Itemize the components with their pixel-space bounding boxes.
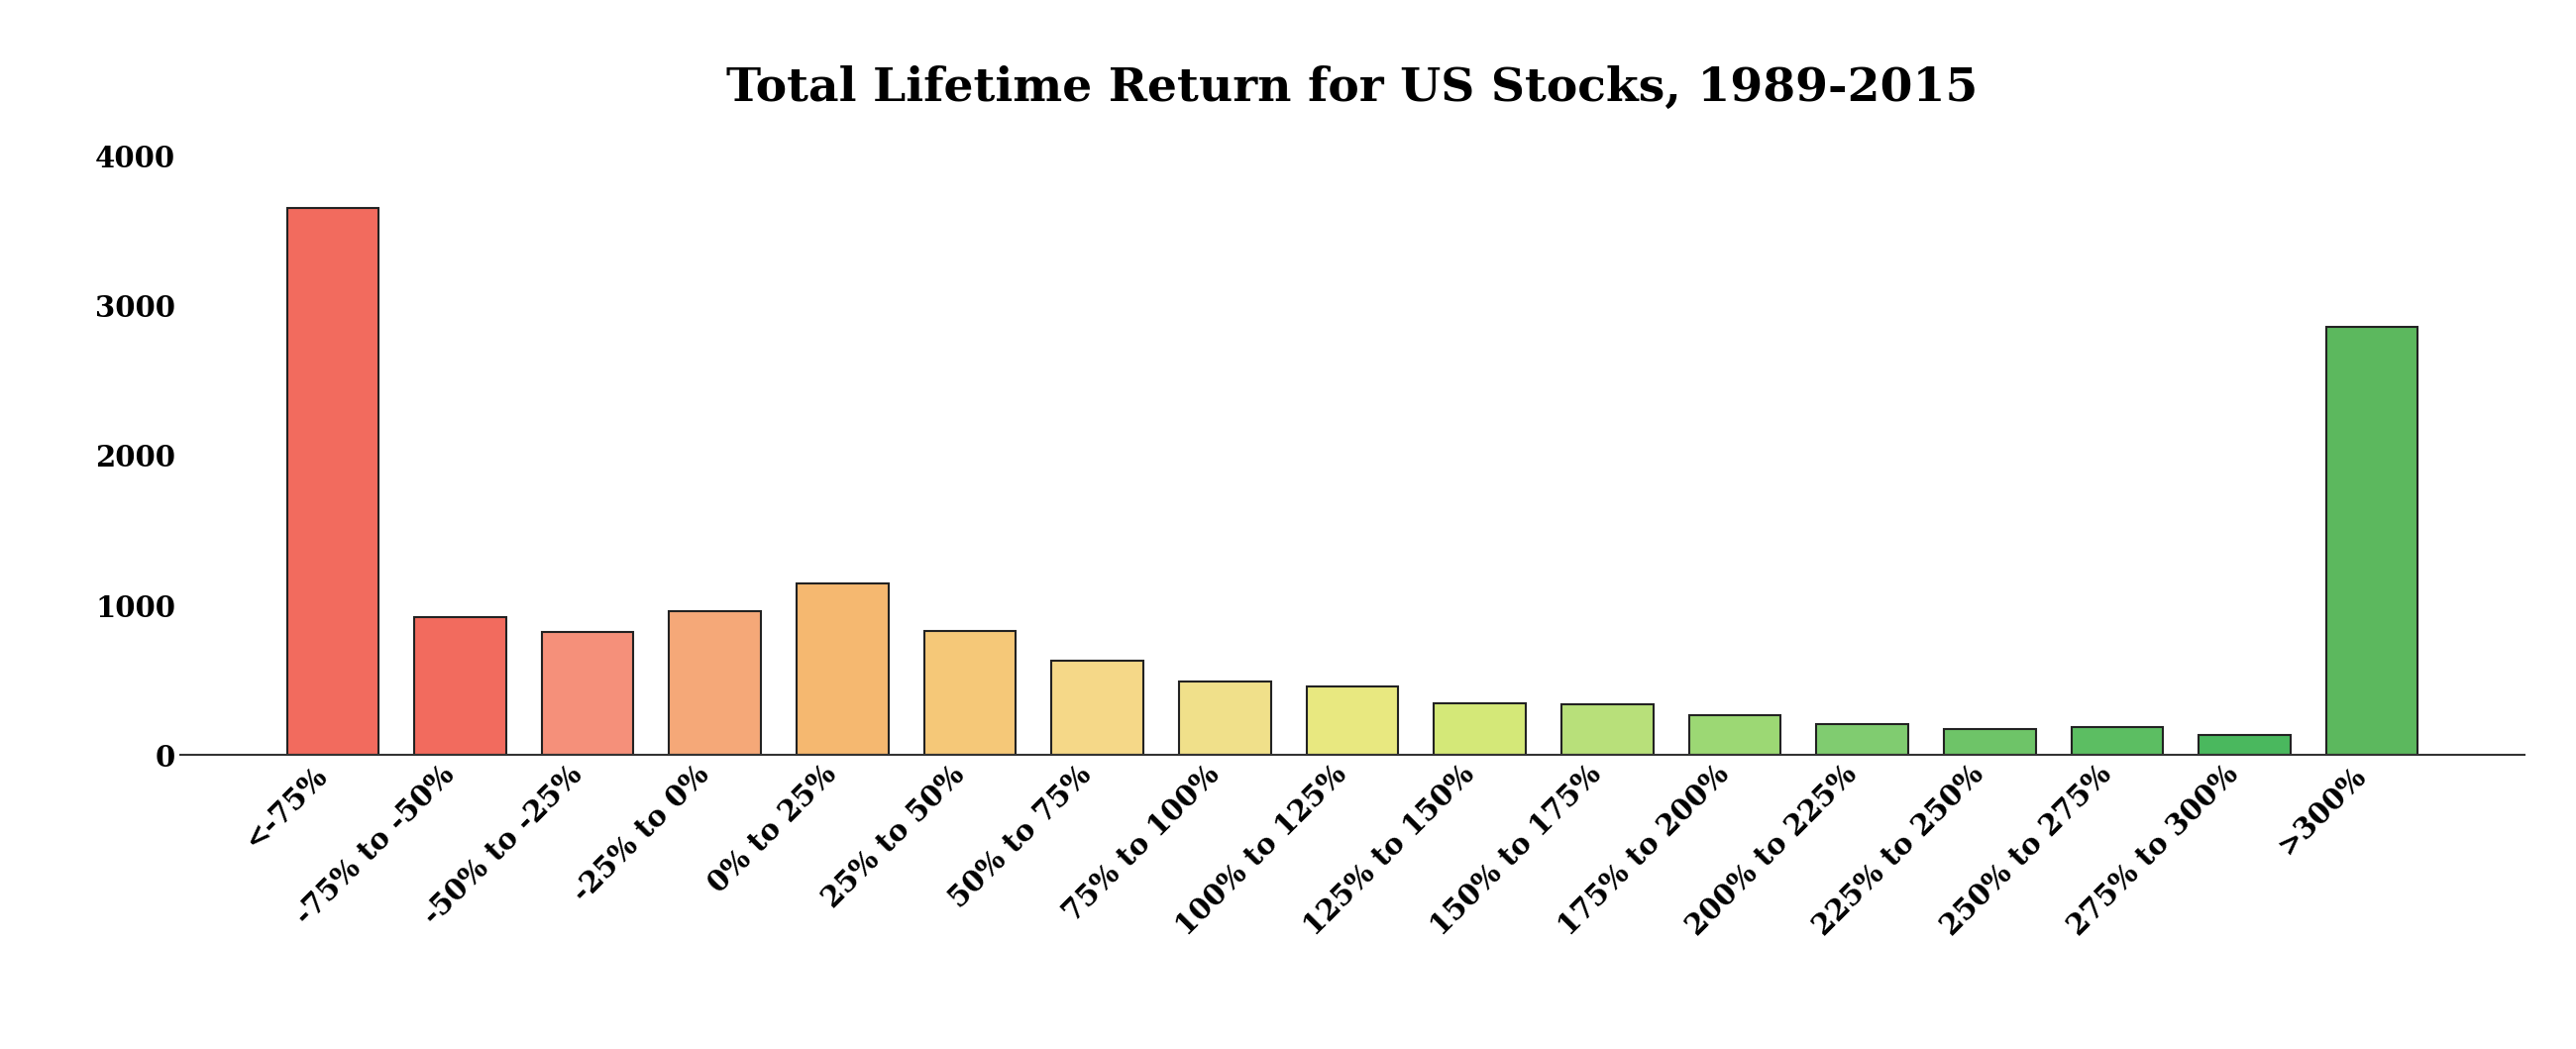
Bar — [1561, 704, 1654, 755]
Bar — [1945, 729, 2035, 755]
Bar — [1180, 682, 1270, 755]
Bar — [670, 612, 760, 755]
Bar — [1306, 686, 1399, 755]
Bar — [2071, 728, 2164, 755]
Title: Total Lifetime Return for US Stocks, 1989-2015: Total Lifetime Return for US Stocks, 198… — [726, 65, 1978, 111]
Bar — [1435, 703, 1525, 755]
Bar — [2200, 735, 2290, 755]
Bar — [1051, 661, 1144, 755]
Bar — [796, 583, 889, 755]
Bar — [2326, 326, 2419, 755]
Bar — [415, 618, 505, 755]
Bar — [1816, 725, 1909, 755]
Bar — [925, 630, 1015, 755]
Bar — [541, 633, 634, 755]
Bar — [1690, 715, 1780, 755]
Bar — [286, 209, 379, 755]
